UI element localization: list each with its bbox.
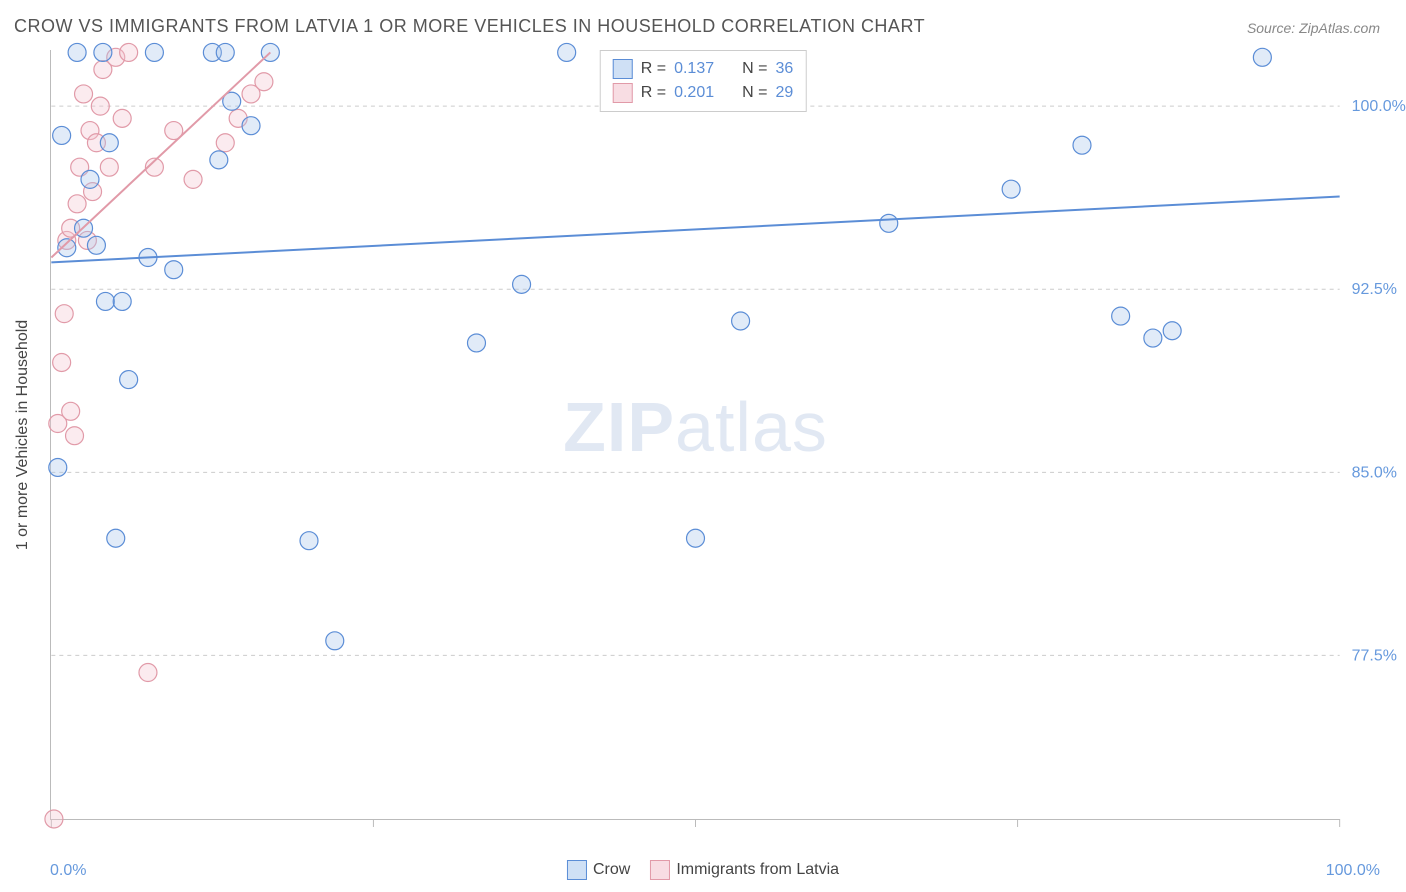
n-label-0: N = [742, 57, 767, 81]
legend-label-latvia: Immigrants from Latvia [676, 861, 839, 879]
n-value-0: 36 [775, 57, 793, 81]
legend-label-crow: Crow [593, 861, 630, 879]
x-max-label: 100.0% [1326, 862, 1380, 880]
legend-swatch-blue [613, 59, 633, 79]
legend-bottom-swatch-blue [567, 860, 587, 880]
plot-svg: 77.5%85.0%92.5%100.0% [51, 50, 1340, 819]
legend-row-1: R = 0.201 N = 29 [613, 81, 794, 105]
legend-item-crow: Crow [567, 860, 630, 880]
source-label: Source: ZipAtlas.com [1247, 20, 1380, 36]
svg-text:100.0%: 100.0% [1352, 98, 1406, 115]
svg-text:85.0%: 85.0% [1352, 464, 1397, 481]
r-label-0: R = [641, 57, 666, 81]
legend-item-latvia: Immigrants from Latvia [650, 860, 839, 880]
legend-bottom-swatch-pink [650, 860, 670, 880]
svg-text:92.5%: 92.5% [1352, 281, 1397, 298]
r-label-1: R = [641, 81, 666, 105]
r-value-0: 0.137 [674, 57, 714, 81]
y-axis-title: 1 or more Vehicles in Household [14, 320, 32, 550]
plot-area: 77.5%85.0%92.5%100.0% ZIPatlas [50, 50, 1340, 820]
legend-series: Crow Immigrants from Latvia [567, 860, 839, 880]
legend-correlation: R = 0.137 N = 36 R = 0.201 N = 29 [600, 50, 807, 112]
n-value-1: 29 [775, 81, 793, 105]
legend-row-0: R = 0.137 N = 36 [613, 57, 794, 81]
x-min-label: 0.0% [50, 862, 86, 880]
svg-text:77.5%: 77.5% [1352, 647, 1397, 664]
n-label-1: N = [742, 81, 767, 105]
legend-swatch-pink [613, 83, 633, 103]
chart-title: CROW VS IMMIGRANTS FROM LATVIA 1 OR MORE… [14, 16, 925, 37]
y-axis-title-wrap: 1 or more Vehicles in Household [8, 50, 38, 820]
r-value-1: 0.201 [674, 81, 714, 105]
chart-container: CROW VS IMMIGRANTS FROM LATVIA 1 OR MORE… [0, 0, 1406, 892]
